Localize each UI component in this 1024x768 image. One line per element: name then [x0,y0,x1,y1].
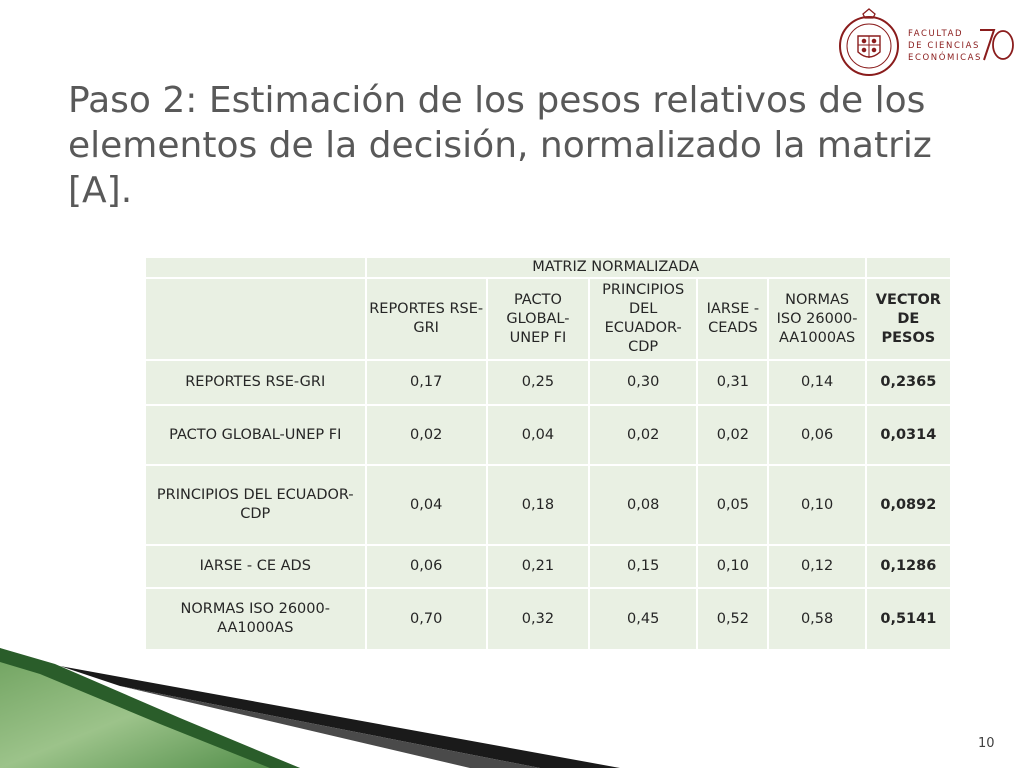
table-cell: 0,02 [366,406,486,464]
table-cell: 0,18 [487,466,589,544]
table-cell: 0,08 [590,466,697,544]
row-label: PACTO GLOBAL-UNEP FI [146,406,365,464]
vector-header: VECTOR DE PESOS [866,279,950,359]
table-row: IARSE - CE ADS 0,06 0,21 0,15 0,10 0,12 … [146,546,950,587]
weight-cell: 0,0314 [866,406,950,464]
row-label: REPORTES RSE-GRI [146,361,365,404]
table-cell: 0,06 [769,406,865,464]
table-cell: 0,04 [487,406,589,464]
table-header-row: REPORTES RSE-GRI PACTO GLOBAL-UNEP FI PR… [146,279,950,359]
table-row: REPORTES RSE-GRI 0,17 0,25 0,30 0,31 0,1… [146,361,950,404]
column-header: IARSE - CEADS [698,279,768,359]
decorative-swoosh [0,648,620,768]
table-cell: 0,02 [698,406,768,464]
faculty-name-line3: ECONÓMICAS [908,53,983,63]
table-cell: 0,12 [769,546,865,587]
normalized-matrix: MATRIZ NORMALIZADA REPORTES RSE-GRI PACT… [144,256,952,651]
table-cell: 0,05 [698,466,768,544]
table-cell: 0,14 [769,361,865,404]
empty-header-cell [866,258,950,277]
table-cell: 0,31 [698,361,768,404]
table-row: PRINCIPIOS DEL ECUADOR-CDP 0,04 0,18 0,0… [146,466,950,544]
anniversary-70-logo [980,29,1014,61]
weight-cell: 0,0892 [866,466,950,544]
table-cell: 0,06 [366,546,486,587]
page-number: 10 [978,736,995,751]
table-row: PACTO GLOBAL-UNEP FI 0,02 0,04 0,02 0,02… [146,406,950,464]
table-cell: 0,30 [590,361,697,404]
faculty-logo: FACULTAD DE CIENCIAS ECONÓMICAS [836,6,1018,82]
row-label: PRINCIPIOS DEL ECUADOR-CDP [146,466,365,544]
column-header: NORMAS ISO 26000-AA1000AS [769,279,865,359]
table-cell: 0,17 [366,361,486,404]
column-header: REPORTES RSE-GRI [366,279,486,359]
weight-cell: 0,1286 [866,546,950,587]
table-cell: 0,52 [698,589,768,649]
table-row: NORMAS ISO 26000-AA1000AS 0,70 0,32 0,45… [146,589,950,649]
empty-header-cell [146,279,365,359]
table-cell: 0,15 [590,546,697,587]
table-cell: 0,45 [590,589,697,649]
faculty-name-line1: FACULTAD [908,29,964,39]
slide-title: Paso 2: Estimación de los pesos relativo… [68,80,932,211]
row-label: IARSE - CE ADS [146,546,365,587]
weight-cell: 0,2365 [866,361,950,404]
table-cell: 0,21 [487,546,589,587]
column-header: PRINCIPIOS DEL ECUADOR-CDP [590,279,697,359]
table-cell: 0,25 [487,361,589,404]
group-header-cell: MATRIZ NORMALIZADA [366,258,865,277]
table-cell: 0,70 [366,589,486,649]
table-cell: 0,04 [366,466,486,544]
matrix-table: MATRIZ NORMALIZADA REPORTES RSE-GRI PACT… [144,256,952,651]
weight-cell: 0,5141 [866,589,950,649]
faculty-name-line2: DE CIENCIAS [908,41,981,51]
table-cell: 0,32 [487,589,589,649]
table-cell: 0,02 [590,406,697,464]
university-seal-icon [839,8,899,76]
row-label: NORMAS ISO 26000-AA1000AS [146,589,365,649]
empty-header-cell [146,258,365,277]
faculty-name: FACULTAD DE CIENCIAS ECONÓMICAS [908,28,982,64]
table-cell: 0,10 [769,466,865,544]
table-group-header-row: MATRIZ NORMALIZADA [146,258,950,277]
column-header: PACTO GLOBAL-UNEP FI [487,279,589,359]
table-cell: 0,10 [698,546,768,587]
table-cell: 0,58 [769,589,865,649]
